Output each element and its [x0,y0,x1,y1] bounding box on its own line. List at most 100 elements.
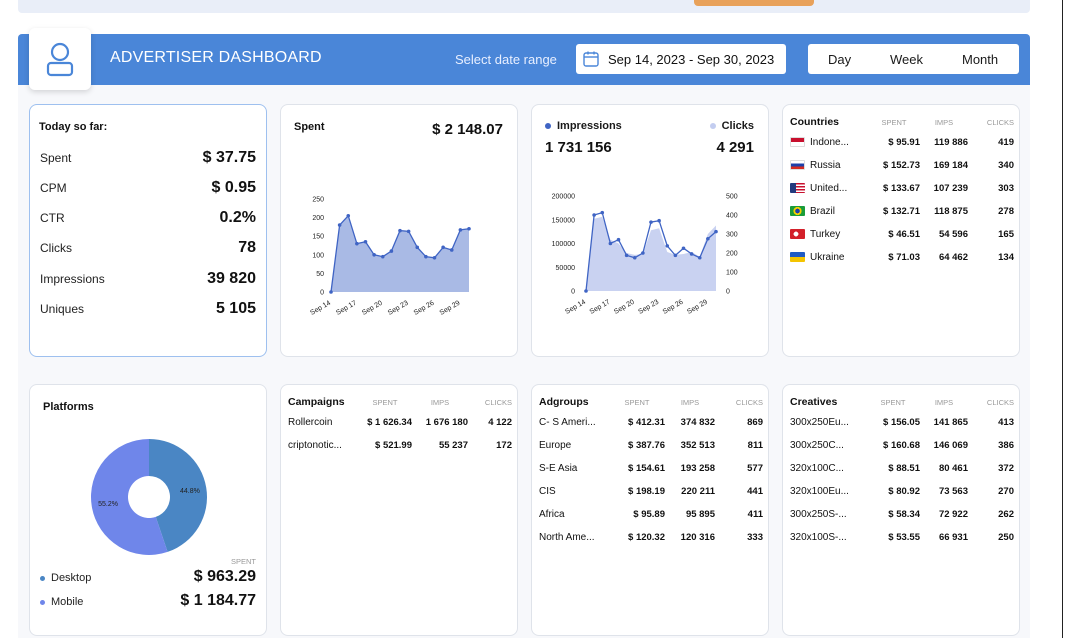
cell-clicks: 134 [998,252,1014,263]
table-row[interactable]: S-E Asia $ 154.61 193 258 577 [539,457,763,480]
table-row[interactable]: Brazil $ 132.71 118 875 278 [790,200,1014,223]
today-row-clicks: Clicks 78 [40,239,256,257]
cell-clicks: 333 [747,532,763,543]
period-month-button[interactable]: Month [962,51,999,67]
table-row[interactable]: 300x250Eu... $ 156.05 141 865 413 [790,411,1014,434]
today-title: Today so far: [39,121,108,133]
top-bar-accent [694,0,814,6]
today-label: Uniques [40,302,85,316]
today-label: CTR [40,211,65,225]
platforms-card: Platforms 44.8% 55.2% SPENT Desktop $ 963.… [29,384,267,636]
table-header: Adgroups SPENT IMPS CLICKS [539,393,763,411]
table-row[interactable]: North Ame... $ 120.32 120 316 333 [539,526,763,549]
data-point [673,253,678,258]
data-point [380,254,385,259]
data-point [706,236,710,241]
period-week-button[interactable]: Week [890,51,923,67]
table-row[interactable]: Africa $ 95.89 95 895 411 [539,503,763,526]
data-point [372,253,376,257]
data-point [608,241,613,246]
y-tick-label: 0 [320,290,324,297]
cell-spent: $ 46.51 [888,229,920,240]
y-tick-label: 100 [312,252,324,259]
col-imps: IMPS [430,397,450,407]
y-tick-label: 250 [312,197,324,204]
cell-clicks: 869 [747,417,763,428]
col-imps: IMPS [680,397,700,407]
cell-imps: 120 316 [680,532,715,543]
cell-imps: 95 895 [685,509,715,520]
x-tick-label: Sep 23 [387,300,410,317]
today-row-cpm: CPM $ 0.95 [40,179,256,197]
y-tick-label-left: 150000 [552,217,575,224]
cell-clicks: 340 [998,160,1014,171]
data-point [592,213,596,217]
col-spent: SPENT [880,397,906,407]
data-point [697,255,702,260]
date-range-picker[interactable]: Sep 14, 2023 - Sep 30, 2023 [576,44,786,74]
platform-name: Mobile [51,596,84,608]
campaigns-title: Campaigns [288,396,345,408]
today-value: 39 820 [207,270,256,287]
pie-slice-desktop [149,439,207,552]
avatar[interactable] [29,28,91,90]
y-tick-label-left: 50000 [556,265,576,272]
table-header: Creatives SPENT IMPS CLICKS [790,393,1014,411]
table-row[interactable]: Russia $ 152.73 169 184 340 [790,154,1014,177]
data-point [632,255,637,260]
cell-spent: $ 132.71 [883,206,920,217]
country-name: Indone... [810,137,849,148]
clicks-legend: Clicks [709,120,754,132]
table-row[interactable]: Turkey $ 46.51 54 596 165 [790,223,1014,246]
data-point [363,239,368,244]
country-name: Russia [810,160,841,171]
cell-imps: 119 886 [934,137,968,148]
cell-imps: 1 676 180 [425,417,468,428]
cell-clicks: 262 [998,509,1014,520]
table-row[interactable]: CIS $ 198.19 220 211 441 [539,480,763,503]
cell-imps: 220 211 [681,486,715,497]
y-tick-label: 200 [312,215,324,222]
col-clicks: CLICKS [986,397,1014,407]
table-row[interactable]: C- S Ameri... $ 412.31 374 832 869 [539,411,763,434]
creatives-table: Creatives SPENT IMPS CLICKS 300x250Eu...… [790,393,1014,549]
table-row[interactable]: 320x100Eu... $ 80.92 73 563 270 [790,480,1014,503]
period-day-button[interactable]: Day [828,51,852,67]
spent-title: Spent [294,121,325,133]
data-point [714,229,718,234]
cell-spent: $ 387.76 [628,440,665,451]
cell-clicks: 386 [998,440,1014,451]
data-point [616,237,621,242]
table-row[interactable]: 300x250S-... $ 58.34 72 922 262 [790,503,1014,526]
table-header: Countries SPENT IMPS CLICKS [790,113,1014,131]
countries-title: Countries [790,116,840,128]
creative-name: 320x100Eu... [790,486,849,497]
data-point [398,228,402,233]
adgroup-name: CIS [539,486,556,497]
table-row[interactable]: 320x100S-... $ 53.55 66 931 250 [790,526,1014,549]
table-row[interactable]: Indone... $ 95.91 119 886 419 [790,131,1014,154]
today-row-uniques: Uniques 5 105 [40,300,256,318]
table-row[interactable]: 320x100C... $ 88.51 80 461 372 [790,457,1014,480]
platform-row-desktop[interactable]: Desktop $ 963.29 [40,568,256,586]
today-value: $ 37.75 [202,149,256,166]
spent-total: $ 2 148.07 [432,121,503,138]
table-row[interactable]: United... $ 133.67 107 239 303 [790,177,1014,200]
table-row[interactable]: Rollercoin $ 1 626.34 1 676 180 4 122 [288,411,512,434]
table-row[interactable]: Ukraine $ 71.03 64 462 134 [790,246,1014,269]
campaigns-table: Campaigns SPENT IMPS CLICKS Rollercoin $ … [288,393,512,457]
platform-row-mobile[interactable]: Mobile $ 1 184.77 [40,592,256,610]
today-label: Clicks [40,241,72,255]
cell-spent: $ 521.99 [375,440,412,451]
y-tick-label-right: 500 [726,194,738,201]
col-clicks: CLICKS [986,117,1014,127]
data-point [467,226,471,231]
table-row[interactable]: 300x250C... $ 160.68 146 069 386 [790,434,1014,457]
today-label: CPM [40,181,67,195]
x-tick-label: Sep 23 [637,299,660,316]
usa-flag-icon [790,183,805,194]
cell-spent: $ 154.61 [628,463,665,474]
table-row[interactable]: Europe $ 387.76 352 513 811 [539,434,763,457]
table-row[interactable]: criptonotic... $ 521.99 55 237 172 [288,434,512,457]
turkey-flag-icon [790,229,805,240]
